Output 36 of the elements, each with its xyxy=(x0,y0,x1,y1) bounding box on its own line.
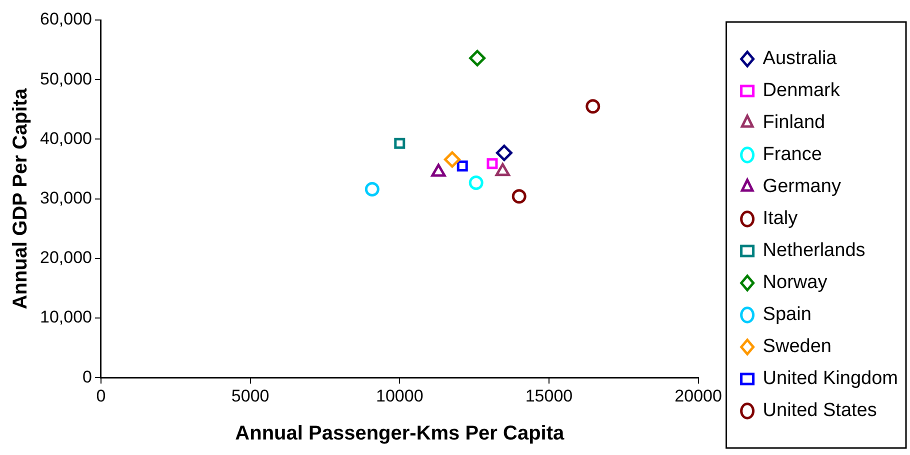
y-axis-title: Annual GDP Per Capita xyxy=(10,88,32,310)
point xyxy=(468,175,484,190)
legend-label: Denmark xyxy=(762,80,840,102)
point xyxy=(512,189,526,204)
legend-label: Sweden xyxy=(762,336,832,358)
legend-label: Netherlands xyxy=(762,240,866,262)
point xyxy=(456,160,468,172)
point xyxy=(394,138,406,149)
x-tick-label: 5000 xyxy=(231,386,270,406)
point xyxy=(469,50,486,66)
y-tick-label: 10,000 xyxy=(40,308,92,327)
y-tick-label: 20,000 xyxy=(40,248,92,268)
legend-label: France xyxy=(762,144,822,166)
legend-label: Italy xyxy=(762,208,798,230)
y-tick-label: 60,000 xyxy=(40,10,92,29)
y-tick-label: 0 xyxy=(82,367,92,386)
legend-label: Finland xyxy=(762,112,826,134)
y-tick-label: 50,000 xyxy=(40,69,92,88)
legend-label: Norway xyxy=(762,272,828,294)
legend-label: Australia xyxy=(762,48,838,70)
legend-label: United Kingdom xyxy=(762,368,898,390)
y-tick-label: 40,000 xyxy=(40,128,92,148)
legend-label: United States xyxy=(762,400,877,422)
x-tick-label: 0 xyxy=(96,386,106,406)
point xyxy=(486,158,498,170)
point xyxy=(364,182,380,197)
y-tick-label: 30,000 xyxy=(40,188,92,208)
x-tick-label: 20000 xyxy=(674,386,722,406)
point xyxy=(444,151,460,168)
legend-label: Spain xyxy=(762,304,812,326)
point xyxy=(586,99,600,114)
x-tick-label: 10000 xyxy=(376,386,424,406)
point xyxy=(496,144,512,162)
legend-label: Germany xyxy=(762,176,842,198)
x-tick-label: 15000 xyxy=(525,386,573,406)
x-axis-title: Annual Passenger-Kms Per Capita xyxy=(235,422,566,445)
